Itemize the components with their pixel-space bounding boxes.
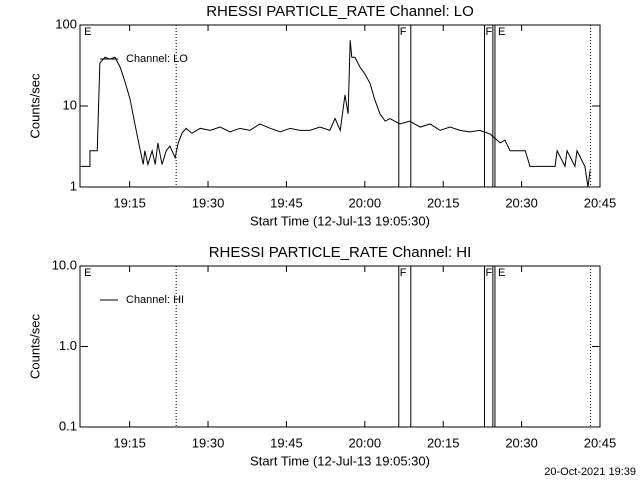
x-tick-label: 19:45 bbox=[270, 195, 303, 210]
x-tick-label: 19:30 bbox=[192, 195, 225, 210]
plot-frame bbox=[79, 24, 601, 188]
y-axis-label: Counts/sec bbox=[27, 313, 42, 379]
y-tick-label: 0.1 bbox=[59, 418, 77, 433]
x-tick-label: 20:30 bbox=[505, 195, 538, 210]
x-axis-label: Start Time (12-Jul-13 19:05:30) bbox=[250, 213, 430, 228]
x-tick-label: 19:15 bbox=[113, 195, 146, 210]
chart-title: RHESSI PARTICLE_RATE Channel: LO bbox=[206, 3, 474, 20]
flag-label: E bbox=[84, 267, 91, 279]
flag-label: F bbox=[400, 267, 407, 279]
chart-title: RHESSI PARTICLE_RATE Channel: HI bbox=[209, 244, 472, 261]
x-tick-label: 20:45 bbox=[584, 195, 617, 210]
y-tick-label: 1 bbox=[70, 178, 77, 193]
flag-label: E bbox=[498, 26, 505, 38]
y-tick-label: 10 bbox=[63, 97, 77, 112]
data-line bbox=[80, 40, 591, 188]
x-tick-label: 19:15 bbox=[113, 435, 146, 450]
flag-label: F bbox=[486, 267, 493, 279]
y-tick-label: 1.0 bbox=[59, 338, 77, 353]
flag-label: F bbox=[400, 26, 407, 38]
x-axis-label: Start Time (12-Jul-13 19:05:30) bbox=[250, 453, 430, 468]
y-axis-label: Counts/sec bbox=[27, 73, 42, 139]
x-tick-label: 20:45 bbox=[584, 435, 617, 450]
x-tick-label: 20:15 bbox=[427, 435, 460, 450]
x-tick-label: 19:30 bbox=[192, 435, 225, 450]
legend-label: Channel: HI bbox=[126, 294, 184, 306]
y-tick-label: 100 bbox=[55, 16, 77, 31]
plot-frame bbox=[79, 265, 601, 428]
flag-label: E bbox=[498, 267, 505, 279]
x-tick-label: 20:00 bbox=[349, 195, 382, 210]
footer-timestamp: 20-Oct-2021 19:39 bbox=[544, 466, 636, 478]
legend-label: Channel: LO bbox=[126, 53, 188, 65]
x-tick-label: 20:00 bbox=[349, 435, 382, 450]
x-tick-label: 19:45 bbox=[270, 435, 303, 450]
x-tick-label: 20:15 bbox=[427, 195, 460, 210]
x-tick-label: 20:30 bbox=[505, 435, 538, 450]
y-tick-label: 10.0 bbox=[52, 257, 77, 272]
flag-label: F bbox=[486, 26, 493, 38]
flag-label: E bbox=[84, 26, 91, 38]
